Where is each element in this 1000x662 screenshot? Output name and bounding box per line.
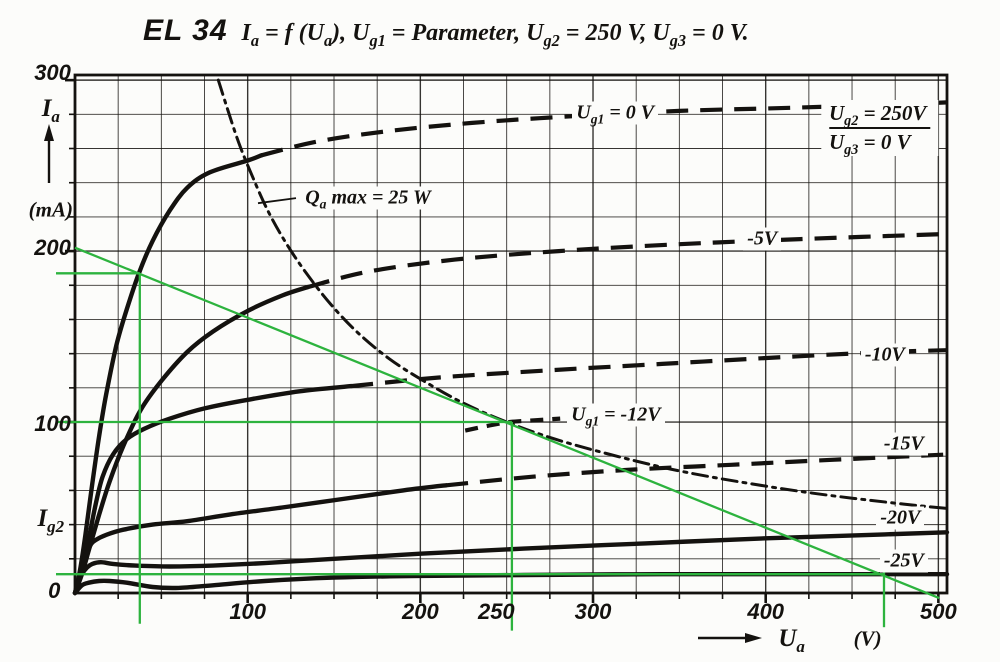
curve-ug1-15 xyxy=(72,452,948,596)
chart-title: EL 34 Ia = f (Ua), Ug1 = Parameter, Ug2 =… xyxy=(143,14,749,48)
curve-ug1-20 xyxy=(72,530,950,596)
curve-ug1-0 xyxy=(72,100,948,596)
x-axis-arrowhead-icon xyxy=(745,633,762,643)
tube-model: EL 34 xyxy=(143,14,228,47)
power-limit-curve xyxy=(216,78,949,510)
title-expression: Ia = f (Ua), Ug1 = Parameter, Ug2 = 250 … xyxy=(241,20,749,50)
axis-arrows xyxy=(44,124,762,643)
y-axis-arrowhead-icon xyxy=(44,124,54,141)
power-label-leader-line xyxy=(257,197,297,205)
load-line-construction xyxy=(56,246,940,631)
